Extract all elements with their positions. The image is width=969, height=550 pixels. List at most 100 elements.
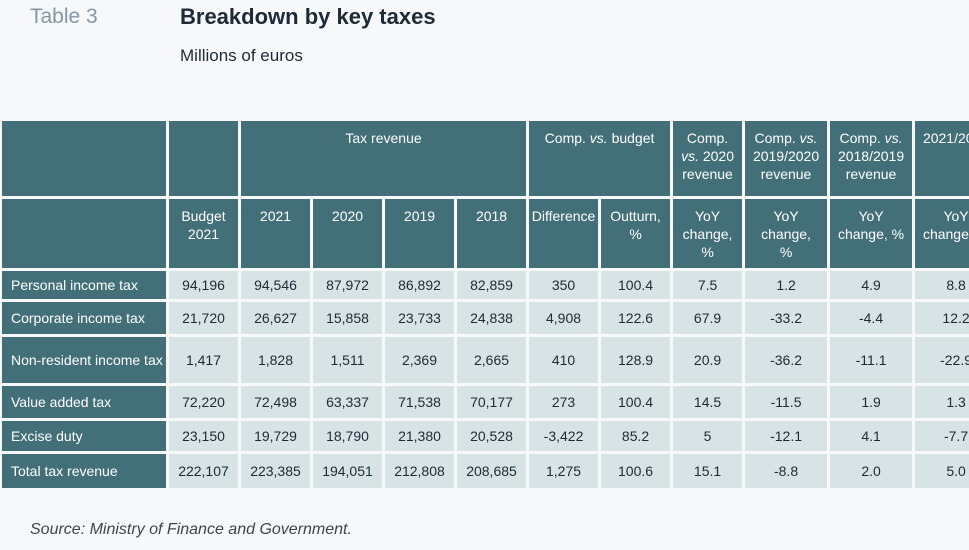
- cell-2019: 21,380: [385, 421, 454, 451]
- cell-2021: 223,385: [241, 454, 310, 488]
- cell-2019: 2,369: [385, 337, 454, 383]
- cell-outturn: 100.4: [601, 271, 671, 299]
- page-title: Breakdown by key taxes: [180, 4, 436, 29]
- cell-difference: 4,908: [529, 302, 599, 334]
- cell-2018: 208,685: [457, 454, 527, 488]
- cell-budget-2021: 1,417: [169, 337, 238, 383]
- col-header-difference: Difference: [529, 199, 599, 268]
- cell-yoy-2020: 67.9: [673, 302, 743, 334]
- cell-yoy-2021-2019: 8.8: [915, 271, 969, 299]
- comp-2020-group-header: Comp. vs. 2020 revenue: [673, 121, 743, 196]
- row-label-header: [2, 199, 166, 268]
- cell-outturn: 128.9: [601, 337, 671, 383]
- col-header-2018: 2018: [457, 199, 527, 268]
- tax-breakdown-table: Tax revenue Comp. vs. budget Comp. vs. 20…: [0, 118, 969, 491]
- cell-2019: 86,892: [385, 271, 454, 299]
- row-label: Personal income tax: [2, 271, 166, 299]
- cell-difference: 273: [529, 386, 599, 418]
- table-row: Total tax revenue 222,107 223,385 194,05…: [2, 454, 969, 488]
- cell-2018: 70,177: [457, 386, 527, 418]
- cell-2018: 24,838: [457, 302, 527, 334]
- cell-2020: 18,790: [313, 421, 382, 451]
- col-header-2020: 2020: [313, 199, 382, 268]
- row-label: Corporate income tax: [2, 302, 166, 334]
- cell-budget-2021: 72,220: [169, 386, 238, 418]
- cell-2021: 19,729: [241, 421, 310, 451]
- cell-yoy-2018-2019: 2.0: [830, 454, 913, 488]
- cell-yoy-2019-2020: -11.5: [745, 386, 828, 418]
- group-header-row: Tax revenue Comp. vs. budget Comp. vs. 20…: [2, 121, 969, 196]
- col-header-yoy-2018-2019: YoY change, %: [830, 199, 913, 268]
- cell-2019: 23,733: [385, 302, 454, 334]
- cell-yoy-2019-2020: -36.2: [745, 337, 828, 383]
- cell-yoy-2018-2019: 1.9: [830, 386, 913, 418]
- cell-difference: 1,275: [529, 454, 599, 488]
- cell-yoy-2020: 14.5: [673, 386, 743, 418]
- cell-yoy-2020: 15.1: [673, 454, 743, 488]
- cell-outturn: 85.2: [601, 421, 671, 451]
- cell-yoy-2021-2019: 1.3: [915, 386, 969, 418]
- cell-outturn: 122.6: [601, 302, 671, 334]
- cell-2021: 26,627: [241, 302, 310, 334]
- cell-2018: 82,859: [457, 271, 527, 299]
- cell-budget-2021: 23,150: [169, 421, 238, 451]
- col-header-yoy-2019-2020: YoY change,%: [745, 199, 828, 268]
- cell-2020: 194,051: [313, 454, 382, 488]
- cell-yoy-2021-2019: 12.2: [915, 302, 969, 334]
- cell-yoy-2018-2019: 4.1: [830, 421, 913, 451]
- cell-yoy-2020: 20.9: [673, 337, 743, 383]
- table-row: Non-resident income tax 1,417 1,828 1,51…: [2, 337, 969, 383]
- row-label: Excise duty: [2, 421, 166, 451]
- cell-yoy-2018-2019: -11.1: [830, 337, 913, 383]
- cell-yoy-2021-2019: -22.9: [915, 337, 969, 383]
- cell-yoy-2018-2019: 4.9: [830, 271, 913, 299]
- cell-2019: 212,808: [385, 454, 454, 488]
- col-header-outturn: Outturn,%: [601, 199, 671, 268]
- cell-outturn: 100.4: [601, 386, 671, 418]
- cell-2020: 87,972: [313, 271, 382, 299]
- col-header-yoy-2020: YoY change,%: [673, 199, 743, 268]
- table-row: Value added tax 72,220 72,498 63,337 71,…: [2, 386, 969, 418]
- comp-2018-2019-group-header: Comp. vs. 2018/2019 revenue: [830, 121, 913, 196]
- row-label: Total tax revenue: [2, 454, 166, 488]
- cell-2021: 94,546: [241, 271, 310, 299]
- cell-yoy-2019-2020: -12.1: [745, 421, 828, 451]
- cell-2018: 20,528: [457, 421, 527, 451]
- cell-difference: 350: [529, 271, 599, 299]
- cell-yoy-2020: 5: [673, 421, 743, 451]
- table-number-label: Table 3: [30, 5, 98, 28]
- col-header-budget-2021: Budget 2021: [169, 199, 238, 268]
- source-note: Source: Ministry of Finance and Governme…: [30, 521, 352, 538]
- cell-2020: 15,858: [313, 302, 382, 334]
- col-header-2021: 2021: [241, 199, 310, 268]
- cell-2021: 1,828: [241, 337, 310, 383]
- cell-2018: 2,665: [457, 337, 527, 383]
- corner-header-cell: [2, 121, 166, 196]
- cell-2021: 72,498: [241, 386, 310, 418]
- col-header-2019: 2019: [385, 199, 454, 268]
- cell-budget-2021: 222,107: [169, 454, 238, 488]
- tax-revenue-group-header: Tax revenue: [241, 121, 527, 196]
- row-label: Non-resident income tax: [2, 337, 166, 383]
- column-header-row: Budget 2021 2021 2020 2019 2018 Differenc…: [2, 199, 969, 268]
- cell-2019: 71,538: [385, 386, 454, 418]
- cell-budget-2021: 94,196: [169, 271, 238, 299]
- table-row: Personal income tax 94,196 94,546 87,972…: [2, 271, 969, 299]
- budget-group-header: [169, 121, 238, 196]
- cell-yoy-2019-2020: -33.2: [745, 302, 828, 334]
- comp-budget-group-header: Comp. vs. budget: [529, 121, 671, 196]
- cell-yoy-2019-2020: 1.2: [745, 271, 828, 299]
- cell-yoy-2021-2019: -7.7: [915, 421, 969, 451]
- cell-yoy-2018-2019: -4.4: [830, 302, 913, 334]
- cell-yoy-2019-2020: -8.8: [745, 454, 828, 488]
- comp-2019-2020-group-header: Comp. vs. 2019/2020 revenue: [745, 121, 828, 196]
- table-row: Corporate income tax 21,720 26,627 15,85…: [2, 302, 969, 334]
- cell-yoy-2020: 7.5: [673, 271, 743, 299]
- cell-difference: -3,422: [529, 421, 599, 451]
- page-subtitle: Millions of euros: [180, 46, 303, 65]
- table-row: Excise duty 23,150 19,729 18,790 21,380 …: [2, 421, 969, 451]
- cell-outturn: 100.6: [601, 454, 671, 488]
- row-label: Value added tax: [2, 386, 166, 418]
- cell-2020: 63,337: [313, 386, 382, 418]
